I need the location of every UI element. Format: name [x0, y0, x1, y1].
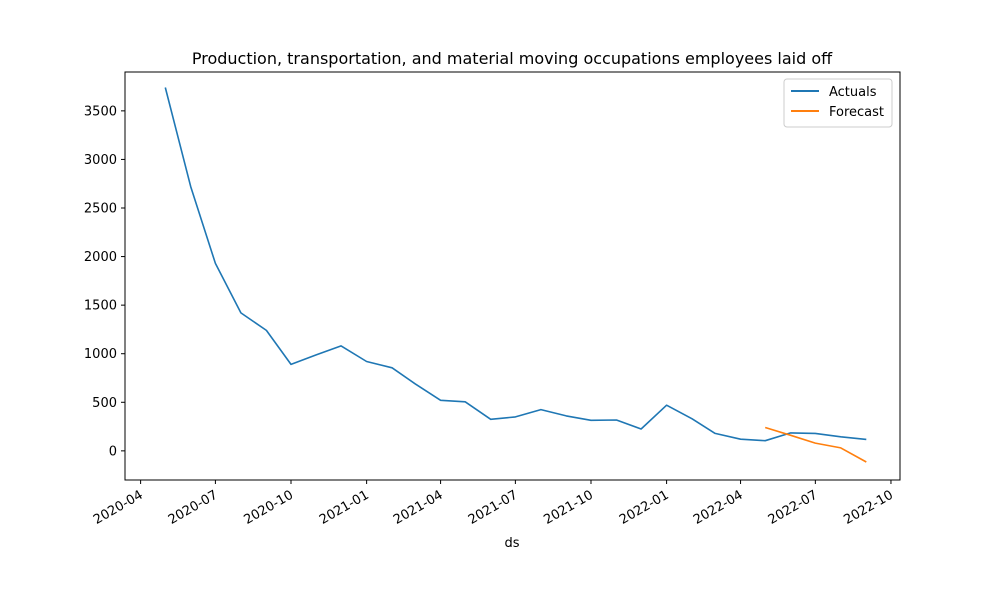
- y-tick-label: 2500: [84, 202, 117, 217]
- series-line-actuals: [164, 87, 867, 442]
- legend: Actuals Forecast: [783, 78, 893, 128]
- x-tick-label: 2021-04: [391, 488, 446, 528]
- x-tick-label: 2020-07: [166, 488, 221, 528]
- y-tick-label: 1500: [84, 299, 117, 314]
- y-axis: 0 500 1000 1500 2000 2500 3000 3500: [84, 104, 125, 459]
- y-tick-label: 3500: [84, 104, 117, 119]
- x-axis: 2020-04 2020-07 2020-10 2021-01 2021-04 2021-…: [91, 480, 896, 528]
- x-tick-label: 2022-07: [766, 488, 821, 528]
- x-axis-label: ds: [504, 536, 519, 551]
- legend-label-forecast: Forecast: [829, 105, 884, 120]
- series-layer: [164, 87, 867, 463]
- x-tick-label: 2020-04: [91, 488, 146, 528]
- y-tick-label: 1000: [84, 347, 117, 362]
- x-tick-label: 2021-01: [317, 488, 372, 528]
- y-tick-label: 500: [92, 396, 117, 411]
- legend-label-actuals: Actuals: [829, 85, 877, 100]
- chart-title: Production, transportation, and material…: [192, 49, 833, 68]
- y-tick-label: 0: [109, 444, 117, 459]
- x-tick-label: 2021-10: [541, 488, 596, 528]
- x-tick-label: 2021-07: [466, 488, 521, 528]
- y-tick-label: 3000: [84, 153, 117, 168]
- x-tick-label: 2022-10: [841, 488, 896, 528]
- x-tick-label: 2022-04: [691, 488, 746, 528]
- x-tick-label: 2022-01: [617, 488, 672, 528]
- plot-area: [124, 71, 901, 481]
- y-tick-label: 2000: [84, 250, 117, 265]
- x-tick-label: 2020-10: [241, 488, 296, 528]
